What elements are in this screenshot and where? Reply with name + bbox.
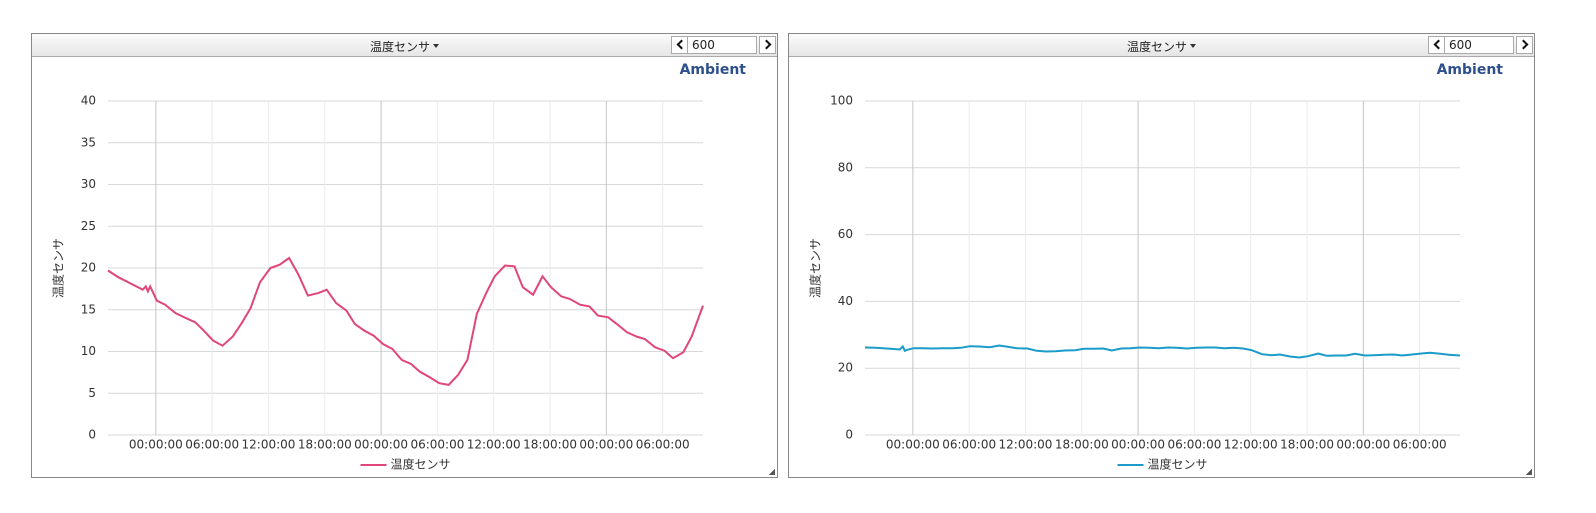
y-tick-label: 35 xyxy=(81,135,96,149)
y-tick-label: 80 xyxy=(838,160,853,174)
x-tick-label: 06:00:00 xyxy=(1393,438,1447,452)
resize-grip[interactable] xyxy=(1526,469,1532,475)
legend-label: 温度センサ xyxy=(1148,457,1208,472)
x-tick-label: 18:00:00 xyxy=(523,438,577,452)
x-tick-label: 00:00:00 xyxy=(1336,438,1390,452)
count-input[interactable]: 600 xyxy=(687,36,757,54)
x-tick-label: 06:00:00 xyxy=(942,438,996,452)
annotation: Ambient xyxy=(1437,62,1504,78)
resize-grip[interactable] xyxy=(769,469,775,475)
y-tick-label: 100 xyxy=(830,94,853,108)
y-tick-label: 15 xyxy=(81,302,96,316)
x-tick-label: 12:00:00 xyxy=(1224,438,1278,452)
x-tick-label: 12:00:00 xyxy=(999,438,1053,452)
x-tick-label: 18:00:00 xyxy=(298,438,352,452)
x-tick-label: 06:00:00 xyxy=(410,438,464,452)
x-tick-label: 12:00:00 xyxy=(467,438,521,452)
sensor-menu[interactable]: 温度センサ xyxy=(32,38,777,55)
panel: 温度センサ 600 0 5 10 15 20 25 30 35 40 00:00:00 06:00:… xyxy=(31,33,778,478)
count-input[interactable]: 600 xyxy=(1444,36,1514,54)
x-tick-label: 06:00:00 xyxy=(185,438,239,452)
y-tick-label: 30 xyxy=(81,177,96,191)
x-tick-label: 00:00:00 xyxy=(886,438,940,452)
x-tick-label: 06:00:00 xyxy=(1167,438,1221,452)
x-tick-label: 06:00:00 xyxy=(636,438,690,452)
panel-header: 温度センサ 600 xyxy=(32,34,777,57)
x-tick-label: 12:00:00 xyxy=(242,438,296,452)
y-tick-label: 0 xyxy=(88,428,96,442)
y-tick-label: 60 xyxy=(838,227,853,241)
data-line xyxy=(107,256,704,386)
y-tick-label: 5 xyxy=(88,386,96,400)
next-button[interactable] xyxy=(1516,36,1533,54)
y-tick-label: 20 xyxy=(81,261,96,275)
x-tick-label: 00:00:00 xyxy=(129,438,183,452)
x-tick-label: 18:00:00 xyxy=(1280,438,1334,452)
x-tick-label: 00:00:00 xyxy=(1111,438,1165,452)
y-tick-label: 40 xyxy=(81,94,96,108)
y-tick-label: 10 xyxy=(81,344,96,358)
annotation: Ambient xyxy=(680,62,747,78)
y-axis-label: 温度センサ xyxy=(51,238,66,298)
x-tick-label: 00:00:00 xyxy=(579,438,633,452)
prev-button[interactable] xyxy=(1428,36,1445,54)
y-axis-label: 温度センサ xyxy=(808,238,823,298)
x-tick-label: 18:00:00 xyxy=(1055,438,1109,452)
prev-button[interactable] xyxy=(671,36,688,54)
panel: 温度センサ 600 0 20 40 60 80 100 00:00:00 06:00:00 12… xyxy=(788,33,1535,478)
x-tick-label: 00:00:00 xyxy=(354,438,408,452)
y-tick-label: 20 xyxy=(838,361,853,375)
legend-label: 温度センサ xyxy=(391,457,451,472)
y-tick-label: 25 xyxy=(81,219,96,233)
next-button[interactable] xyxy=(759,36,776,54)
y-tick-label: 40 xyxy=(838,294,853,308)
data-line xyxy=(864,344,1461,359)
y-tick-label: 0 xyxy=(845,428,853,442)
sensor-menu[interactable]: 温度センサ xyxy=(789,38,1534,55)
panel-header: 温度センサ 600 xyxy=(789,34,1534,57)
